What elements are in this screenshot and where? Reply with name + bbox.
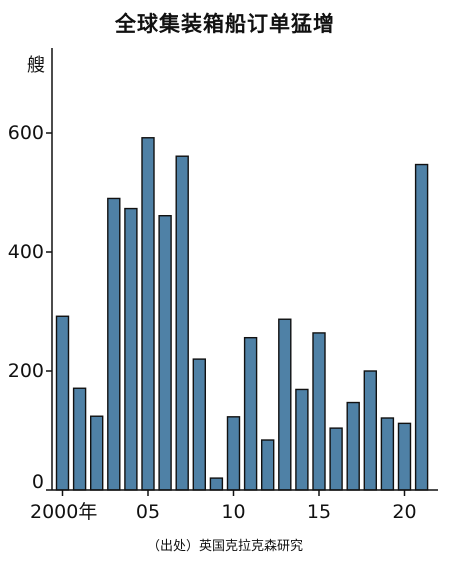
bar-2003 — [107, 197, 121, 491]
y-tick-label: 0 — [32, 471, 44, 493]
bar-2002 — [89, 415, 104, 491]
bar-2006 — [158, 215, 172, 491]
bar-2008 — [192, 358, 207, 491]
bar-2021 — [414, 163, 429, 491]
bar-2001 — [72, 387, 87, 491]
x-tick-label: 20 — [392, 501, 416, 523]
bar-2013 — [278, 318, 292, 491]
y-ticks: 0 200 400 600 — [8, 122, 52, 493]
bar-2009 — [209, 477, 224, 491]
bar-2015 — [312, 332, 326, 491]
y-tick-label: 600 — [8, 122, 44, 144]
source-note: （出处）英国克拉克森研究 — [146, 539, 303, 554]
bar-2010 — [226, 416, 241, 491]
y-tick-label: 200 — [8, 360, 44, 382]
x-tick-label: 05 — [136, 501, 160, 523]
y-tick-label: 400 — [8, 241, 44, 263]
bars — [55, 137, 429, 491]
bar-2014 — [295, 388, 309, 491]
bar-2016 — [329, 427, 343, 491]
chart-title: 全球集装箱船订单猛增 — [115, 12, 335, 36]
bar-2005 — [141, 137, 155, 491]
x-ticks: 2000年 05 10 15 20 — [30, 490, 417, 523]
bar-2004 — [124, 207, 138, 491]
bar-2019 — [380, 417, 395, 491]
y-axis-label: 艘 — [27, 55, 45, 76]
bar-2007 — [175, 155, 189, 491]
x-tick-label: 2000年 — [30, 501, 97, 523]
x-tick-label: 15 — [307, 501, 331, 523]
bar-2012 — [261, 439, 275, 491]
bar-2000 — [55, 315, 70, 491]
bar-2017 — [346, 401, 360, 491]
x-tick-label: 10 — [221, 501, 245, 523]
bar-2018 — [363, 370, 377, 491]
bar-2011 — [243, 336, 258, 491]
bar-2020 — [397, 422, 412, 491]
